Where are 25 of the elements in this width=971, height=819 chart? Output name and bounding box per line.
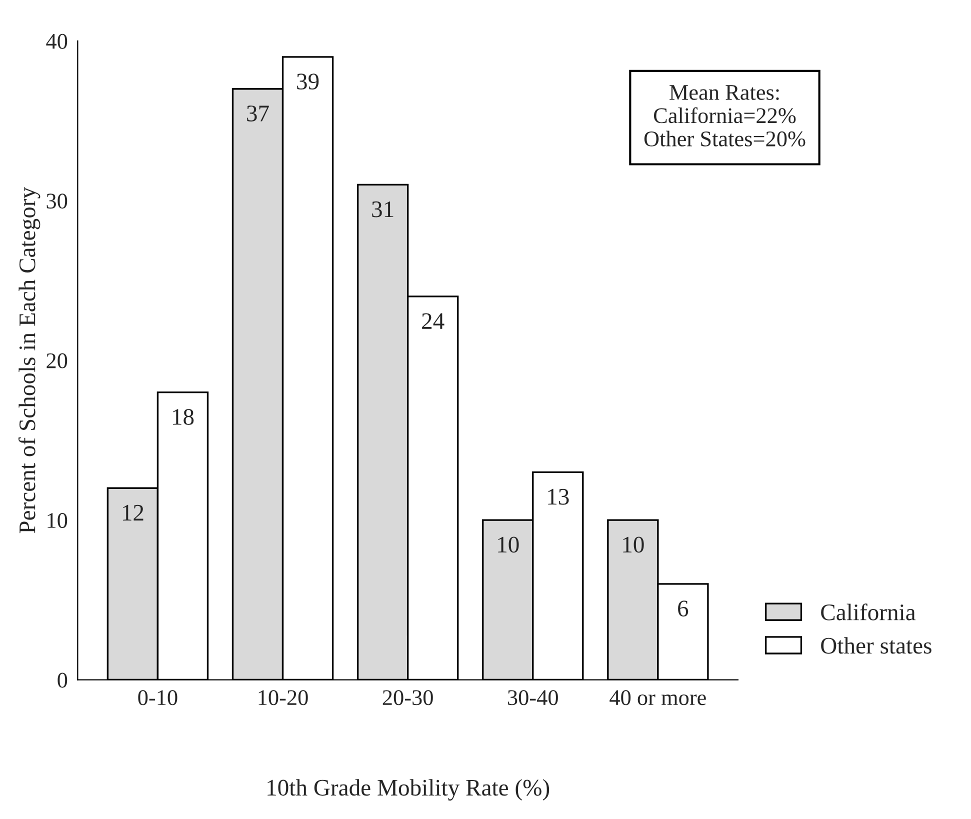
data-label: 6 <box>678 600 688 617</box>
y-tick-label: 0 <box>58 672 68 688</box>
y-tick-label: 10 <box>48 512 68 528</box>
data-label: 37 <box>247 106 269 122</box>
y-tick-label: 30 <box>46 194 68 209</box>
x-tick-label: 10-20 <box>258 690 308 706</box>
data-label: 13 <box>548 488 569 505</box>
x-tick-label: 30-40 <box>508 690 558 706</box>
data-label: 10 <box>623 536 644 553</box>
legend-label: Other states <box>821 637 932 654</box>
data-label: 31 <box>372 201 394 218</box>
data-label: 39 <box>297 74 319 90</box>
data-label: 24 <box>422 313 444 329</box>
y-tick-label: 40 <box>46 34 68 49</box>
y-tick-label: 20 <box>46 353 68 368</box>
x-axis-title: 10th Grade Mobility Rate (%) <box>268 779 550 801</box>
x-tick-label: 0-10 <box>138 690 178 706</box>
y-axis-title: Percent of Schools in Each Category <box>18 187 40 534</box>
data-label: 18 <box>172 408 194 425</box>
x-tick-label: 20-30 <box>382 690 433 706</box>
data-label: 12 <box>122 504 144 520</box>
x-tick-label: 40 or more <box>610 690 706 706</box>
annotation: Mean Rates: California=22% Other States=20% <box>644 85 806 146</box>
legend-label: California <box>821 604 916 620</box>
data-label: 10 <box>498 536 519 553</box>
